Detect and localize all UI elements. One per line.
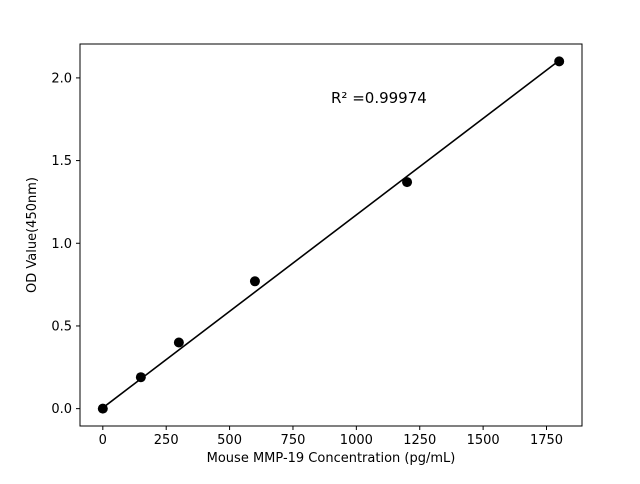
x-tick-label: 750 xyxy=(281,433,306,448)
data-point xyxy=(135,372,146,383)
data-point xyxy=(249,276,260,287)
x-tick-label: 1500 xyxy=(467,433,500,448)
x-tick-label: 1750 xyxy=(530,433,563,448)
y-tick-label: 2.0 xyxy=(51,71,72,86)
data-point xyxy=(173,337,184,348)
r-squared-annotation: R² =0.99974 xyxy=(331,89,427,107)
y-tick-label: 0.0 xyxy=(51,402,72,417)
x-axis-label: Mouse MMP-19 Concentration (pg/mL) xyxy=(207,451,456,466)
x-tick-label: 250 xyxy=(154,433,179,448)
y-tick-label: 1.5 xyxy=(51,154,72,169)
y-tick-label: 1.0 xyxy=(51,237,72,252)
data-point xyxy=(554,56,565,67)
fit-line xyxy=(102,59,560,409)
y-tick-label: 0.5 xyxy=(51,319,72,334)
y-axis-label: OD Value(450nm) xyxy=(25,177,40,293)
x-tick-label: 0 xyxy=(99,433,107,448)
data-point xyxy=(402,177,413,188)
data-point xyxy=(97,403,108,414)
x-tick-label: 500 xyxy=(217,433,242,448)
x-tick-label: 1250 xyxy=(403,433,436,448)
x-tick-label: 1000 xyxy=(340,433,373,448)
